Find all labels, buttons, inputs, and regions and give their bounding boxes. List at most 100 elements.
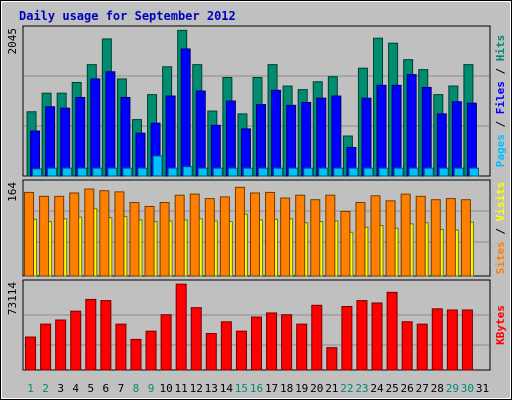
day-label-28: 28 xyxy=(431,382,444,395)
day-label-21: 21 xyxy=(325,382,338,395)
bar-files-day-18 xyxy=(286,104,297,177)
bar-files-day-25 xyxy=(391,84,402,177)
day-label-16: 16 xyxy=(250,382,263,395)
bar-kbytes-day-17 xyxy=(266,312,278,371)
bar-files-day-17 xyxy=(271,89,282,177)
bar-sites-day-6 xyxy=(99,190,110,277)
panels-group: 2045 Pages / Files / Hits 164 Sites / Visit… xyxy=(6,25,507,371)
bar-kbytes-day-11 xyxy=(175,283,187,371)
bar-kbytes-day-8 xyxy=(130,338,142,371)
day-label-22: 22 xyxy=(340,382,353,395)
day-label-12: 12 xyxy=(190,382,203,395)
chart-title: Daily usage for September 2012 xyxy=(19,9,236,23)
bar-files-day-27 xyxy=(421,86,432,177)
bar-kbytes-day-10 xyxy=(160,314,172,371)
day-label-20: 20 xyxy=(310,382,323,395)
bar-files-day-11 xyxy=(180,48,191,177)
bar-pages-day-1 xyxy=(32,168,43,177)
bar-kbytes-day-12 xyxy=(190,307,202,371)
bar-sites-day-27 xyxy=(415,195,426,277)
panel-2-legend-part-2: / xyxy=(494,221,507,241)
bar-files-day-6 xyxy=(105,71,116,177)
bar-kbytes-day-9 xyxy=(145,330,157,371)
bar-pages-day-13 xyxy=(212,167,223,177)
day-label-17: 17 xyxy=(265,382,278,395)
bar-sites-day-14 xyxy=(219,196,230,277)
day-label-23: 23 xyxy=(355,382,368,395)
day-label-1: 1 xyxy=(27,382,34,395)
bar-kbytes-day-23 xyxy=(356,300,368,371)
bar-files-day-2 xyxy=(45,106,56,177)
day-label-29: 29 xyxy=(446,382,459,395)
bar-kbytes-day-15 xyxy=(235,330,247,371)
panel-2-legend-part-1: Sites xyxy=(494,241,507,274)
bar-kbytes-day-3 xyxy=(55,319,67,371)
bar-files-day-3 xyxy=(60,107,71,177)
bar-pages-day-8 xyxy=(137,167,148,177)
bar-sites-day-26 xyxy=(400,193,411,277)
panel-2-legend-label: Sites / Visits xyxy=(494,182,507,275)
panel-1-ymax-label: 2045 xyxy=(6,28,19,55)
panel-1-legend-part-4: / xyxy=(494,61,507,81)
bar-kbytes-day-21 xyxy=(326,347,338,371)
bar-sites-day-3 xyxy=(54,195,65,277)
day-label-6: 6 xyxy=(103,382,110,395)
bar-files-day-5 xyxy=(90,78,101,177)
bar-pages-day-19 xyxy=(303,167,314,177)
bar-pages-day-10 xyxy=(167,167,178,177)
bar-kbytes-day-26 xyxy=(401,321,413,371)
panel-1-legend-part-1: Pages xyxy=(494,134,507,167)
bar-kbytes-day-27 xyxy=(416,323,428,371)
bar-pages-day-3 xyxy=(62,167,73,177)
bar-kbytes-day-19 xyxy=(296,323,308,371)
bar-files-day-14 xyxy=(225,100,236,177)
bar-pages-day-15 xyxy=(242,167,253,177)
bar-pages-day-21 xyxy=(333,167,344,177)
day-label-19: 19 xyxy=(295,382,308,395)
bar-kbytes-day-2 xyxy=(40,323,52,371)
bar-sites-day-30 xyxy=(460,199,471,277)
bar-sites-day-12 xyxy=(189,193,200,277)
bar-kbytes-day-5 xyxy=(85,298,97,371)
bar-sites-day-8 xyxy=(129,202,140,277)
bar-sites-day-29 xyxy=(445,198,456,277)
panel-3-legend-label: KBytes xyxy=(494,305,507,345)
day-label-8: 8 xyxy=(133,382,140,395)
bar-sites-day-5 xyxy=(84,188,95,277)
bar-pages-day-17 xyxy=(273,167,284,177)
bar-pages-day-11 xyxy=(182,166,193,177)
day-label-13: 13 xyxy=(205,382,218,395)
bar-pages-day-24 xyxy=(378,167,389,177)
panel-1-legend-label: Pages / Files / Hits xyxy=(494,35,507,168)
bar-sites-day-28 xyxy=(430,199,441,277)
bar-sites-day-23 xyxy=(355,202,366,277)
bar-files-day-23 xyxy=(361,97,372,177)
day-label-9: 9 xyxy=(148,382,155,395)
bar-kbytes-day-20 xyxy=(311,304,323,371)
bar-files-day-24 xyxy=(376,84,387,177)
bar-pages-day-23 xyxy=(363,167,374,177)
bar-sites-day-17 xyxy=(265,191,276,277)
day-label-30: 30 xyxy=(461,382,474,395)
day-label-26: 26 xyxy=(401,382,414,395)
bar-pages-day-18 xyxy=(288,167,299,177)
bar-pages-day-20 xyxy=(318,167,329,177)
bar-pages-day-6 xyxy=(107,167,118,177)
bar-pages-day-28 xyxy=(438,167,449,177)
bar-sites-day-22 xyxy=(340,210,351,277)
bar-pages-day-27 xyxy=(423,167,434,177)
bar-kbytes-day-24 xyxy=(371,302,383,371)
bar-sites-day-21 xyxy=(325,194,336,277)
bar-kbytes-day-13 xyxy=(205,333,217,371)
bar-kbytes-day-25 xyxy=(386,291,398,371)
bar-pages-day-7 xyxy=(122,167,133,177)
bar-files-day-20 xyxy=(316,97,327,177)
bar-pages-day-30 xyxy=(468,167,479,177)
bar-kbytes-day-22 xyxy=(341,305,353,371)
bar-files-day-21 xyxy=(331,95,342,177)
day-label-5: 5 xyxy=(87,382,94,395)
day-label-24: 24 xyxy=(370,382,384,395)
bar-files-day-16 xyxy=(256,104,266,177)
